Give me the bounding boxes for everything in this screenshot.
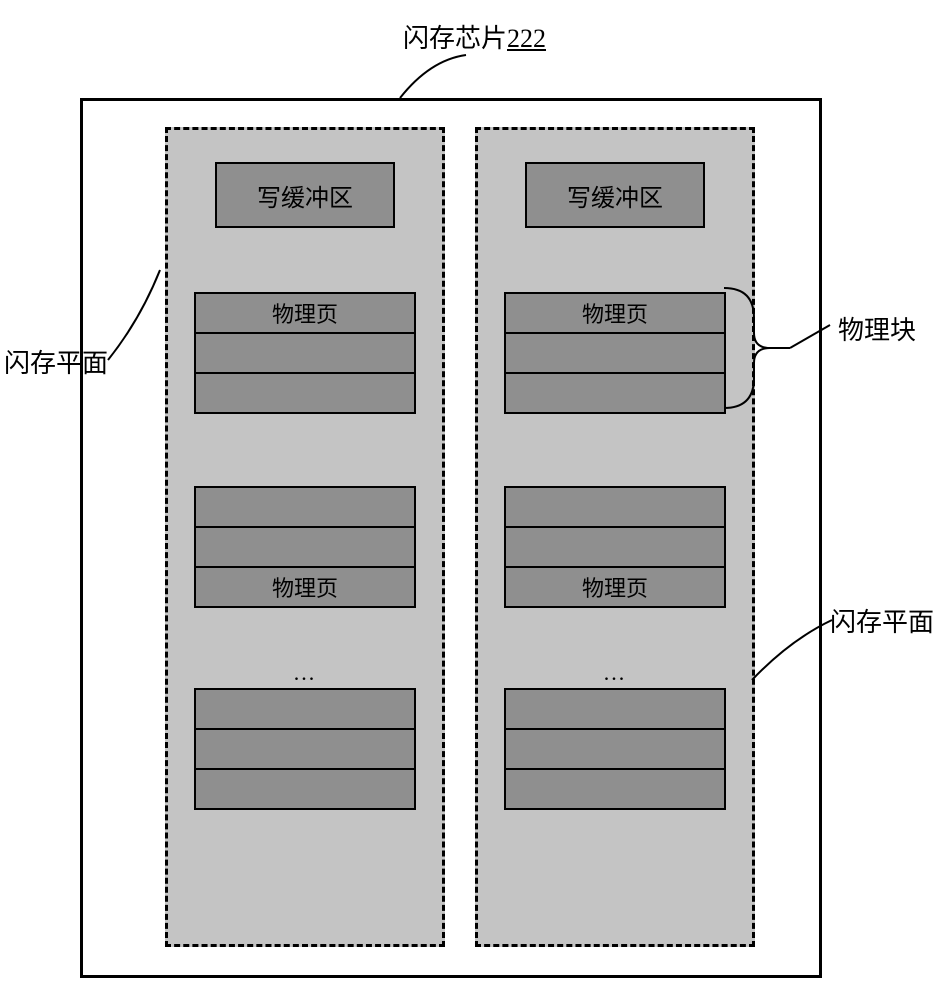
physical-block-text: 物理块 bbox=[838, 316, 916, 345]
physical-page-row bbox=[194, 728, 416, 770]
flash-plane-label-right: 闪存平面 bbox=[830, 602, 934, 639]
chip-title: 闪存芯片222 bbox=[403, 18, 546, 55]
physical-page-row bbox=[194, 688, 416, 730]
chip-title-prefix: 闪存芯片 bbox=[403, 24, 507, 53]
flash-plane-label-left: 闪存平面 bbox=[4, 350, 108, 379]
physical-page-label: 物理页 bbox=[582, 571, 648, 603]
flash-plane-right: 写缓冲区 物理页 物理页 ... bbox=[475, 127, 755, 947]
flash-chip-box: 写缓冲区 物理页 物理页 ... 写缓冲区 物理页 bbox=[80, 98, 822, 978]
physical-block-left-3 bbox=[194, 688, 416, 810]
physical-page-label: 物理页 bbox=[272, 571, 338, 603]
physical-page-row bbox=[504, 332, 726, 374]
physical-page-row bbox=[504, 728, 726, 770]
physical-block-label: 物理块 bbox=[838, 310, 916, 347]
physical-block-right-2: 物理页 bbox=[504, 486, 726, 608]
flash-plane-left: 写缓冲区 物理页 物理页 ... bbox=[165, 127, 445, 947]
flash-plane-text: 闪存平面 bbox=[4, 349, 108, 378]
physical-block-right-1: 物理页 bbox=[504, 292, 726, 414]
physical-page-row bbox=[194, 332, 416, 374]
physical-page-row: 物理页 bbox=[504, 292, 726, 334]
physical-page-row: 物理页 bbox=[194, 292, 416, 334]
write-buffer-label: 写缓冲区 bbox=[567, 178, 663, 213]
physical-page-row bbox=[194, 486, 416, 528]
write-buffer-left: 写缓冲区 bbox=[215, 162, 395, 228]
chip-title-callout bbox=[400, 55, 466, 98]
physical-page-label: 物理页 bbox=[582, 297, 648, 329]
physical-block-left-2: 物理页 bbox=[194, 486, 416, 608]
physical-block-left-1: 物理页 bbox=[194, 292, 416, 414]
physical-block-right-3 bbox=[504, 688, 726, 810]
physical-page-row bbox=[194, 372, 416, 414]
physical-page-row: 物理页 bbox=[504, 566, 726, 608]
write-buffer-right: 写缓冲区 bbox=[525, 162, 705, 228]
physical-page-label: 物理页 bbox=[272, 297, 338, 329]
physical-page-row bbox=[504, 372, 726, 414]
physical-page-row: 物理页 bbox=[194, 566, 416, 608]
physical-page-row bbox=[504, 688, 726, 730]
physical-page-row bbox=[504, 768, 726, 810]
ellipsis-left: ... bbox=[294, 660, 317, 686]
write-buffer-label: 写缓冲区 bbox=[257, 178, 353, 213]
ellipsis-right: ... bbox=[604, 660, 627, 686]
physical-page-row bbox=[194, 768, 416, 810]
physical-page-row bbox=[504, 486, 726, 528]
physical-page-row bbox=[504, 526, 726, 568]
flash-plane-text: 闪存平面 bbox=[830, 608, 934, 637]
physical-page-row bbox=[194, 526, 416, 568]
chip-title-number: 222 bbox=[507, 24, 546, 53]
